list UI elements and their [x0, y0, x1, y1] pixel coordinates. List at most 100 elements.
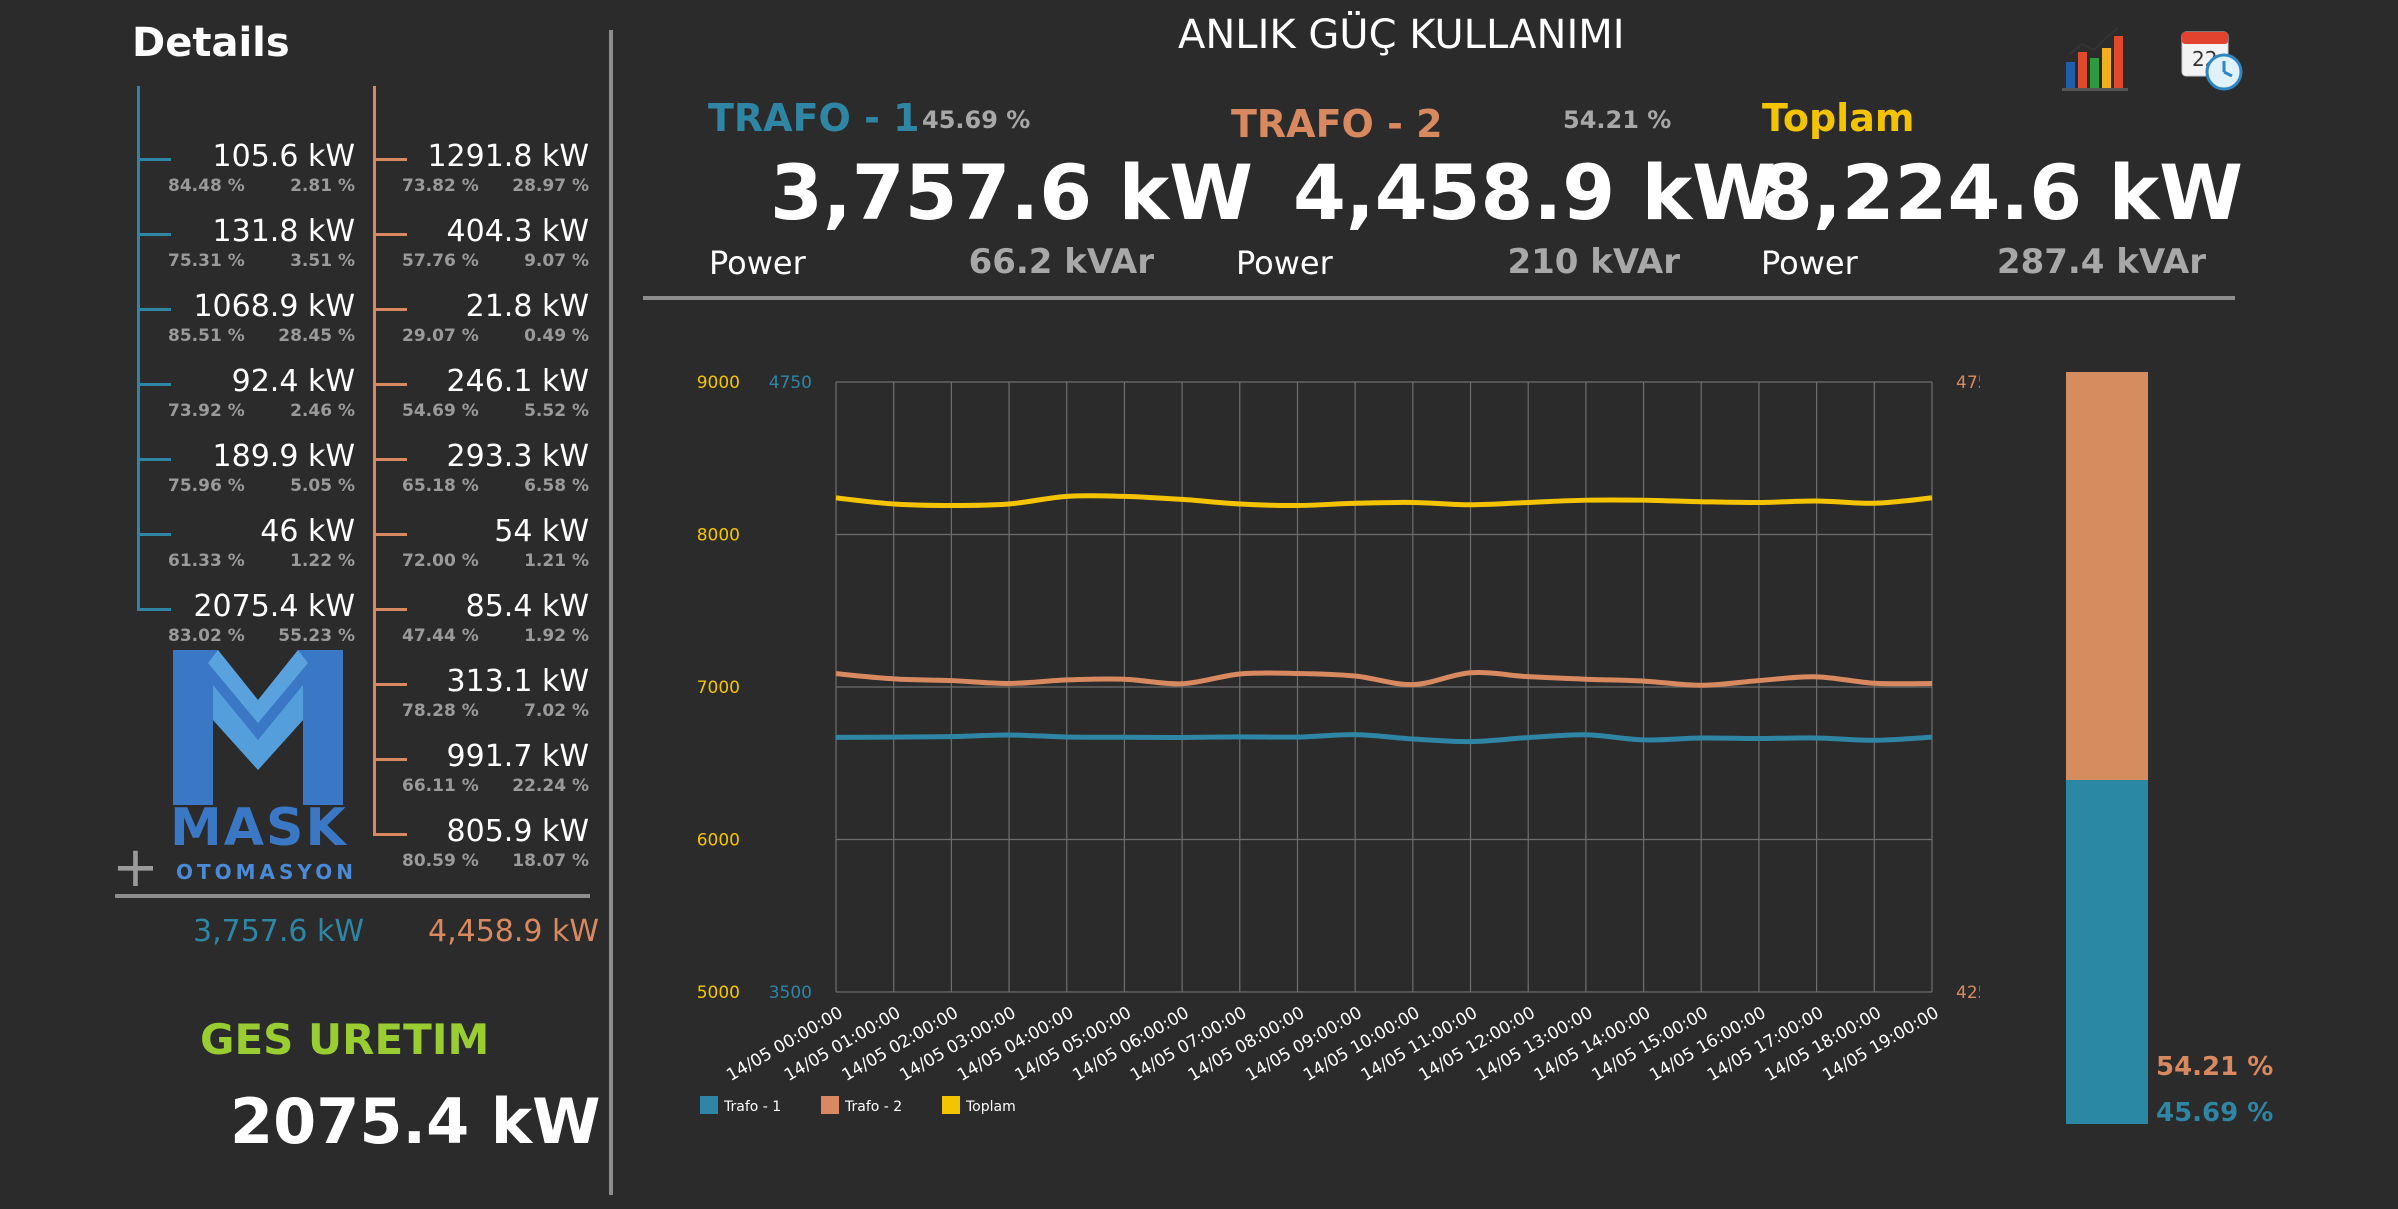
load-share-percent: 1.21 %: [524, 551, 589, 571]
load-share-percent: 28.45 %: [278, 326, 355, 346]
tree-branch: [137, 308, 171, 311]
legend-label: Toplam: [965, 1099, 1016, 1115]
chart-grid: [835, 381, 1933, 993]
mask-logo: [173, 650, 343, 805]
trafo1-tree-line: [137, 86, 140, 608]
details-title: Details: [132, 20, 290, 66]
load-kw-value: 46 kW: [260, 514, 355, 549]
header-divider: [643, 296, 2235, 300]
load-ratio-percent: 66.11 %: [402, 776, 479, 796]
trafo2-percent: 54.21 %: [1563, 106, 1672, 134]
panel-divider: [609, 30, 613, 1195]
load-kw-value: 293.3 kW: [446, 439, 589, 474]
load-ratio-percent: 85.51 %: [168, 326, 245, 346]
tree-branch: [373, 308, 407, 311]
load-kw-value: 54 kW: [494, 514, 589, 549]
load-share-percent: 2.81 %: [290, 176, 355, 196]
load-kw-value: 189.9 kW: [212, 439, 355, 474]
trafo1-title: TRAFO - 1: [708, 96, 920, 140]
trafo1-kvar: 66.2 kVAr: [968, 242, 1154, 282]
ges-value: 2075.4 kW: [230, 1085, 601, 1158]
tree-branch: [137, 383, 171, 386]
load-ratio-percent: 57.76 %: [402, 251, 479, 271]
load-kw-value: 85.4 kW: [465, 589, 589, 624]
series-line-toplam: [835, 493, 1933, 509]
ges-label: GES URETIM: [200, 1015, 490, 1064]
load-share-percent: 1.22 %: [290, 551, 355, 571]
y-tick-label-trafo2: 4250: [1956, 983, 1980, 1003]
load-kw-value: 131.8 kW: [212, 214, 355, 249]
load-kw-value: 21.8 kW: [465, 289, 589, 324]
load-ratio-percent: 75.31 %: [168, 251, 245, 271]
total-kvar: 287.4 kVAr: [1996, 242, 2206, 282]
y-tick-label-total: 9000: [697, 373, 740, 393]
load-share-percent: 7.02 %: [524, 701, 589, 721]
load-ratio-percent: 83.02 %: [168, 626, 245, 646]
load-share-percent: 2.46 %: [290, 401, 355, 421]
tree-branch: [373, 608, 407, 611]
load-share-percent: 0.49 %: [524, 326, 589, 346]
load-kw-value: 246.1 kW: [446, 364, 589, 399]
trafo2-share-segment: [2066, 372, 2148, 780]
load-share-percent: 1.92 %: [524, 626, 589, 646]
load-ratio-percent: 65.18 %: [402, 476, 479, 496]
trafo2-share-label: 54.21 %: [2156, 1052, 2274, 1082]
calendar-clock-icon[interactable]: 22: [2178, 22, 2250, 94]
load-ratio-percent: 54.69 %: [402, 401, 479, 421]
details-divider: [115, 894, 590, 898]
load-ratio-percent: 29.07 %: [402, 326, 479, 346]
load-kw-value: 805.9 kW: [446, 814, 589, 849]
total-title: Toplam: [1762, 96, 1915, 140]
y-tick-label-total: 6000: [697, 831, 740, 851]
trafo1-share-segment: [2066, 780, 2148, 1124]
expand-plus-icon[interactable]: +: [112, 835, 159, 900]
trafo1-share-label: 45.69 %: [2156, 1098, 2274, 1128]
trafo1-total: 3,757.6 kW: [193, 914, 365, 949]
load-kw-value: 991.7 kW: [446, 739, 589, 774]
trafo2-total: 4,458.9 kW: [428, 914, 600, 949]
y-tick-label-total: 7000: [697, 678, 740, 698]
load-share-percent: 9.07 %: [524, 251, 589, 271]
load-ratio-percent: 72.00 %: [402, 551, 479, 571]
load-share-percent: 18.07 %: [512, 851, 589, 871]
legend-swatch: [821, 1096, 839, 1114]
load-ratio-percent: 73.92 %: [168, 401, 245, 421]
tree-branch: [373, 158, 407, 161]
trafo1-percent: 45.69 %: [922, 106, 1031, 134]
legend-swatch: [942, 1096, 960, 1114]
y-tick-label-total: 5000: [697, 983, 740, 1003]
trafo1-power-label: Power: [709, 244, 806, 282]
tree-branch: [373, 233, 407, 236]
total-power: 8,224.6 kW: [1760, 148, 2243, 237]
chart-axes: 9000 8000 7000 6000 5000 4750 3500 4750 4250: [697, 373, 1980, 1003]
trafo2-power-label: Power: [1236, 244, 1333, 282]
chart-series: [835, 493, 1933, 745]
tree-branch: [137, 458, 171, 461]
share-stack-bar: [2066, 372, 2148, 1124]
load-kw-value: 1068.9 kW: [193, 289, 355, 324]
load-ratio-percent: 73.82 %: [402, 176, 479, 196]
tree-branch: [373, 383, 407, 386]
load-share-percent: 3.51 %: [290, 251, 355, 271]
y-tick-label-trafo1: 4750: [769, 373, 812, 393]
trafo2-title: TRAFO - 2: [1231, 102, 1443, 146]
load-ratio-percent: 75.96 %: [168, 476, 245, 496]
total-power-label: Power: [1761, 244, 1858, 282]
tree-branch: [373, 683, 407, 686]
bar-chart-icon[interactable]: [2060, 22, 2132, 94]
power-line-chart: 9000 8000 7000 6000 5000 4750 3500 4750 4250 14/…: [697, 373, 1980, 1115]
load-kw-value: 105.6 kW: [212, 139, 355, 174]
load-share-percent: 6.58 %: [524, 476, 589, 496]
legend-swatch: [700, 1096, 718, 1114]
load-ratio-percent: 78.28 %: [402, 701, 479, 721]
legend-label: Trafo - 1: [723, 1099, 781, 1115]
tree-branch: [373, 533, 407, 536]
tree-branch: [137, 533, 171, 536]
logo-subtitle: OTOMASYON: [176, 860, 357, 884]
series-line-trafo-1: [835, 732, 1933, 745]
tree-branch: [137, 158, 171, 161]
y-tick-label-total: 8000: [697, 526, 740, 546]
load-ratio-percent: 80.59 %: [402, 851, 479, 871]
trafo2-kvar: 210 kVAr: [1507, 242, 1680, 282]
load-kw-value: 404.3 kW: [446, 214, 589, 249]
